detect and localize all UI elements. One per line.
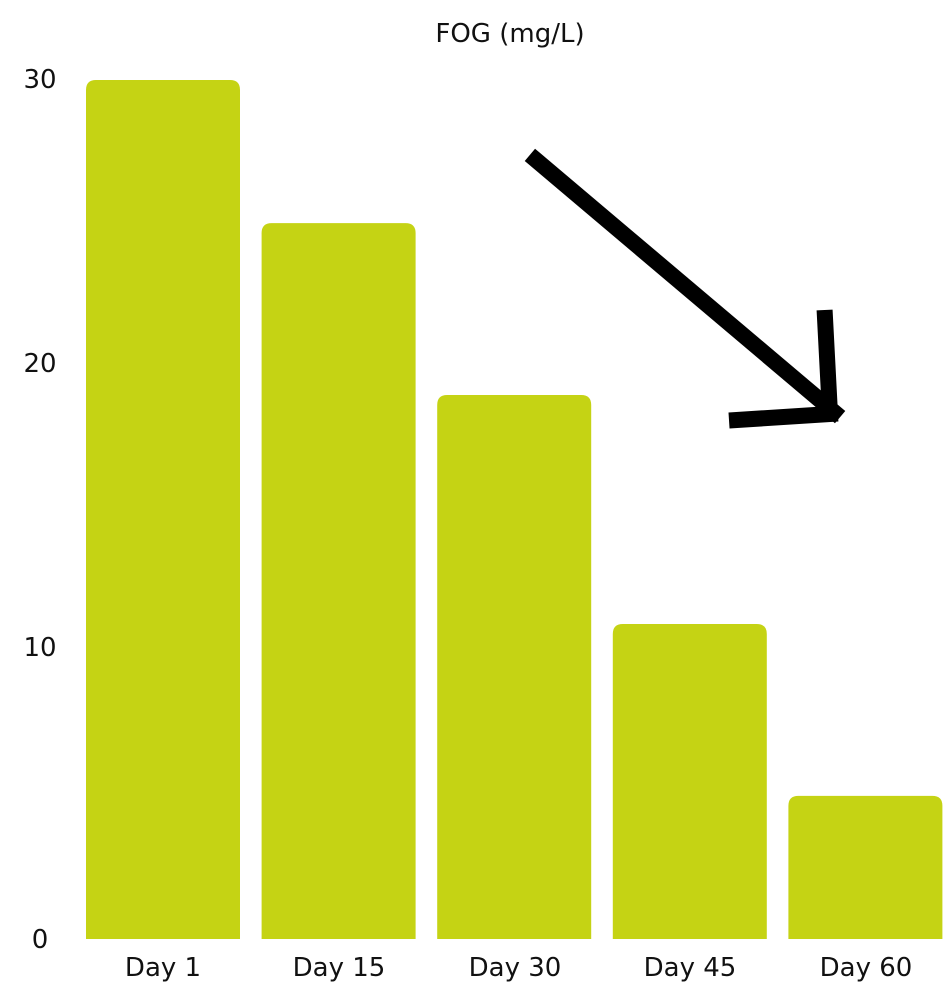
x-label-day-60: Day 60 — [820, 953, 913, 983]
bar-day-15 — [261, 223, 416, 939]
bar-day-1 — [86, 80, 240, 939]
y-tick-label-30: 30 — [23, 65, 56, 95]
bar-day-60 — [788, 795, 943, 939]
bar-series — [86, 80, 943, 939]
x-label-day-45: Day 45 — [644, 953, 737, 983]
y-tick-label-20: 20 — [23, 349, 56, 379]
x-label-day-30: Day 30 — [469, 953, 562, 983]
y-tick-label-0: 0 — [32, 925, 49, 955]
x-axis-labels: Day 1 Day 15 Day 30 Day 45 Day 60 — [125, 953, 912, 983]
bar-day-45 — [612, 624, 767, 939]
y-tick-label-10: 10 — [23, 633, 56, 663]
bar-day-30 — [437, 394, 592, 939]
downward-trend-arrow-icon — [524, 148, 846, 429]
y-axis-ticks: 0 10 20 30 — [23, 65, 56, 955]
chart-title: FOG (mg/L) — [435, 19, 584, 49]
trend-arrow-head — [728, 309, 839, 429]
x-label-day-15: Day 15 — [293, 953, 386, 983]
x-label-day-1: Day 1 — [125, 953, 201, 983]
trend-arrow-shaft — [524, 148, 846, 424]
